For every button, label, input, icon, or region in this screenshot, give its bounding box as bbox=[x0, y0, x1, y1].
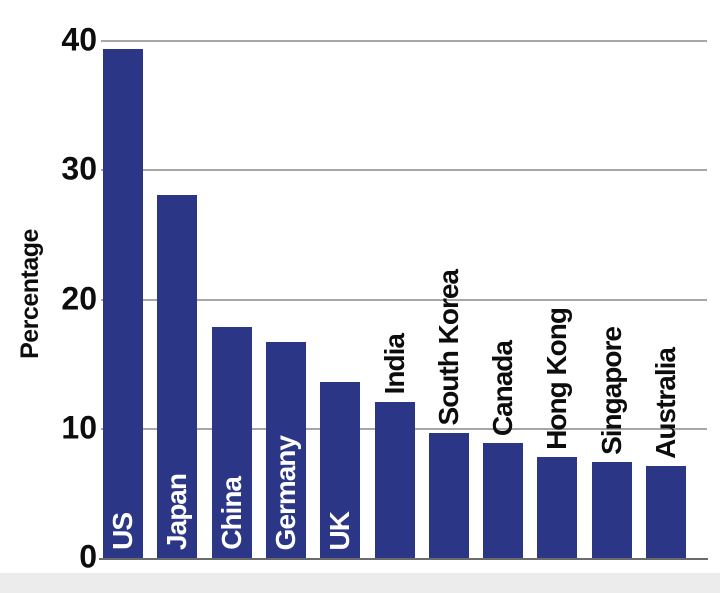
gridline-40 bbox=[101, 40, 707, 42]
bar-label-canada: Canada bbox=[487, 340, 519, 436]
bar-group-china: China bbox=[211, 0, 252, 558]
gridline-20 bbox=[101, 298, 707, 301]
gridline-30 bbox=[101, 169, 707, 172]
y-tick-label-0: 0 bbox=[79, 538, 97, 575]
bar-label-south-korea: South Korea bbox=[432, 270, 464, 426]
bar-germany bbox=[265, 342, 306, 558]
plot-area: US Japan China Germany UK India South Korea Can… bbox=[101, 0, 707, 558]
bar-label-uk: UK bbox=[324, 511, 356, 550]
bar-group-singapore: Singapore bbox=[591, 0, 632, 558]
bar-us bbox=[103, 48, 143, 558]
bar-australia bbox=[646, 466, 686, 558]
bar-japan bbox=[157, 194, 198, 558]
bar-group-japan: Japan bbox=[157, 0, 198, 558]
bar-group-south-korea: South Korea bbox=[428, 0, 469, 558]
bar-label-india: India bbox=[378, 334, 410, 395]
bar-label-australia: Australia bbox=[650, 348, 681, 460]
y-axis-tick-labels: 0 10 20 30 40 bbox=[0, 0, 97, 593]
bar-group-india: India bbox=[374, 0, 415, 558]
bar-uk bbox=[320, 382, 361, 558]
bar-label-singapore: Singapore bbox=[595, 327, 627, 456]
bar-group-uk: UK bbox=[320, 0, 361, 558]
bar-label-us: US bbox=[107, 513, 138, 550]
bar-group-us: US bbox=[103, 0, 143, 558]
bar-label-hong-kong: Hong Kong bbox=[541, 308, 573, 451]
bar-singapore bbox=[591, 462, 632, 558]
y-tick-label-30: 30 bbox=[61, 150, 97, 187]
bar-group-australia: Australia bbox=[646, 0, 686, 558]
bar-india bbox=[374, 401, 415, 558]
y-tick-label-20: 20 bbox=[61, 280, 97, 317]
y-tick-label-10: 10 bbox=[61, 409, 97, 446]
bar-hong-kong bbox=[537, 457, 578, 558]
bar-group-germany: Germany bbox=[265, 0, 306, 558]
bar-label-japan: Japan bbox=[161, 474, 193, 550]
bar-group-canada: Canada bbox=[483, 0, 524, 558]
bar-south-korea bbox=[428, 432, 469, 558]
bar-china bbox=[211, 326, 252, 558]
bar-group-hong-kong: Hong Kong bbox=[537, 0, 578, 558]
bar-label-germany: Germany bbox=[269, 435, 301, 550]
bar-canada bbox=[483, 442, 524, 558]
bar-label-china: China bbox=[215, 477, 247, 550]
y-tick-label-40: 40 bbox=[61, 21, 97, 58]
x-axis-line bbox=[99, 558, 708, 560]
page-background-strip bbox=[0, 573, 720, 593]
